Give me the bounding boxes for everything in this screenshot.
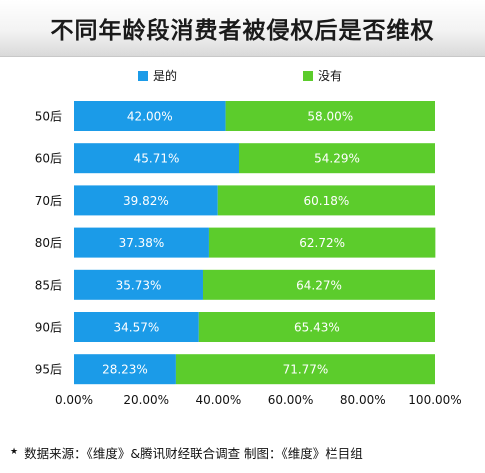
category-label-60: 60后 [35,152,62,166]
legend-label-2: 没有 [318,68,342,83]
data-label-50-series-1: 42.00% [127,110,173,124]
category-label-95: 95后 [35,363,62,377]
bar-50-series-2 [225,101,435,131]
data-label-80-series-2: 62.72% [299,236,345,250]
data-label-70-series-2: 60.18% [303,194,349,208]
bar-85-series-2 [202,269,435,300]
legend: 是的 没有 [138,68,342,83]
x-tick-label-5: 100.00% [408,393,461,407]
chart-title: 不同年龄段消费者被侵权后是否维权 [50,18,435,44]
category-label-85: 85后 [35,278,62,292]
bar-90-series-1 [74,312,199,342]
bar-60-series-1 [74,143,240,174]
source-text: 数据来源：《维度》&腾讯财经联合调查 制图：《维度》栏目组 [24,445,363,461]
x-tick-label-4: 80.00% [340,393,386,407]
bar-95-series-1 [74,354,176,385]
data-label-50-series-2: 58.00% [307,110,353,124]
bar-85-series-1 [74,269,203,300]
legend-swatch-2 [303,71,313,81]
data-label-95-series-1: 28.23% [102,363,148,377]
legend-swatch-1 [138,71,148,81]
bar-90-series-2 [198,312,435,342]
legend-label-1: 是的 [153,68,177,83]
bars: 42.00% 58.00% 45.71% 54.29% 39.82% 60.18% 37.3… [74,101,436,385]
data-label-60-series-2: 54.29% [314,152,360,166]
category-label-70: 70后 [35,194,62,208]
bar-50-series-1 [74,101,226,131]
bar-60-series-2 [239,143,435,174]
data-label-85-series-1: 35.73% [116,278,162,292]
data-label-70-series-1: 39.82% [123,194,169,208]
x-tick-label-2: 40.00% [196,393,242,407]
title-bar: 不同年龄段消费者被侵权后是否维权 [0,0,485,57]
footer-source: ★ 数据来源：《维度》&腾讯财经联合调查 制图：《维度》栏目组 [10,440,480,464]
data-label-60-series-1: 45.71% [134,152,180,166]
data-label-90-series-1: 34.57% [114,321,160,335]
x-tick-label-1: 20.00% [123,393,169,407]
bar-70-series-2 [217,185,435,216]
data-label-90-series-2: 65.43% [294,321,340,335]
star-icon: ★ [10,447,19,457]
x-tick-label-0: 0.00% [55,393,93,407]
data-label-80-series-1: 37.38% [119,236,165,250]
data-label-95-series-2: 71.77% [283,363,329,377]
bar-95-series-2 [175,354,436,385]
bar-70-series-1 [74,185,218,216]
x-axis: 0.00% 20.00% 40.00% 60.00% 80.00% 100.00% [55,393,462,407]
bar-80-series-1 [74,227,209,258]
stacked-bar-chart: 是的 没有 42.00% 58.00% 45.71% 54.29% 39.82% 60.18… [35,68,462,407]
category-label-80: 80后 [35,236,62,250]
category-label-90: 90后 [35,321,62,335]
category-labels: 50后 60后 70后 80后 85后 90后 95后 [35,110,62,377]
bar-80-series-2 [208,227,436,258]
x-tick-label-3: 60.00% [268,393,314,407]
data-label-85-series-2: 64.27% [296,278,342,292]
category-label-50: 50后 [35,110,62,124]
